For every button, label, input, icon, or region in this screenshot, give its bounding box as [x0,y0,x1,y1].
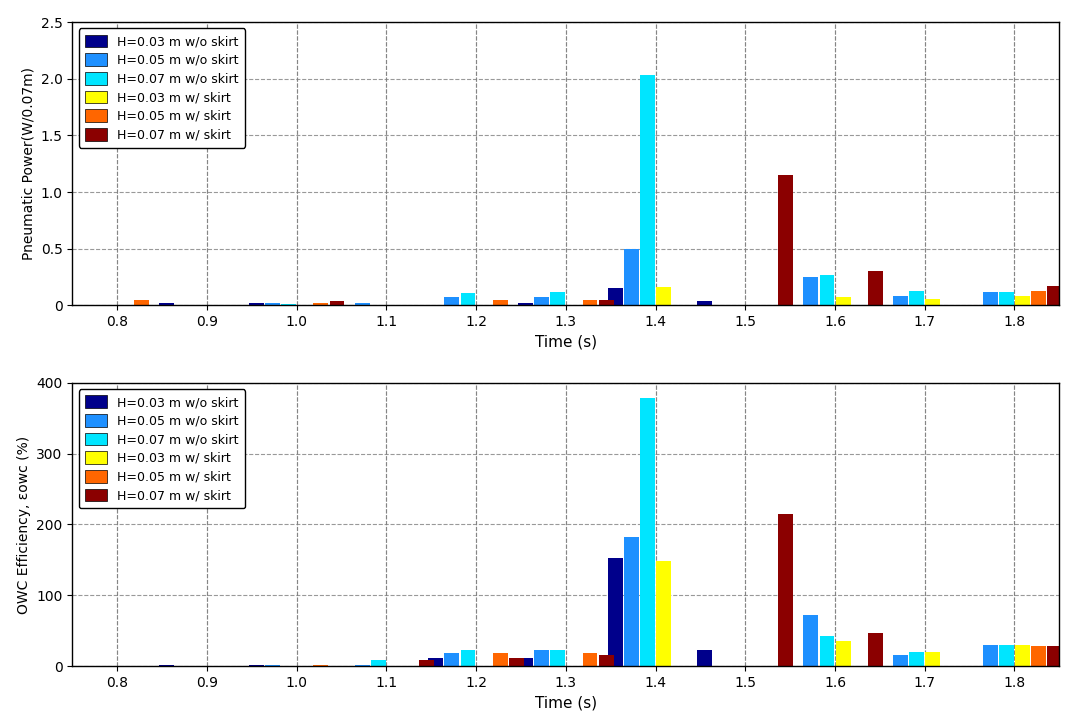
Bar [624,249,639,305]
Bar [982,645,997,666]
Bar [1015,297,1030,305]
Bar [493,300,508,305]
Bar [656,561,671,666]
Legend: H=0.03 m w/o skirt, H=0.05 m w/o skirt, H=0.07 m w/o skirt, H=0.03 m w/ skirt, H: H=0.03 m w/o skirt, H=0.05 m w/o skirt, … [79,28,245,148]
Bar [313,303,328,305]
Bar [999,292,1014,305]
Bar [249,303,264,305]
Bar [428,657,443,666]
Bar [1031,646,1046,666]
Bar [982,292,997,305]
Bar [355,664,369,666]
Bar [355,303,369,305]
Bar [836,297,850,305]
Bar [534,297,549,305]
Bar [265,664,280,666]
Y-axis label: OWC Efficiency, εowc (%): OWC Efficiency, εowc (%) [16,435,31,614]
Bar [1047,286,1062,305]
Bar [371,660,385,666]
Bar [329,301,344,305]
Bar [608,558,623,666]
Bar [836,641,850,666]
Bar [313,664,328,666]
Bar [697,651,712,666]
Bar [778,514,793,666]
Bar [640,398,655,666]
Bar [550,292,565,305]
Bar [1031,291,1046,305]
Bar [893,656,908,666]
Bar [909,652,924,666]
Bar [420,660,435,666]
Bar [909,291,924,305]
Bar [159,303,174,305]
Bar [820,275,834,305]
Bar [518,657,533,666]
Bar [493,654,508,666]
Bar [640,76,655,305]
Bar [893,297,908,305]
Bar [999,645,1014,666]
Bar [444,297,459,305]
Bar [582,300,597,305]
Bar [624,537,639,666]
Bar [550,651,565,666]
Bar [697,301,712,305]
Bar [820,636,834,666]
Bar [804,277,818,305]
Bar [925,299,940,305]
Bar [461,651,476,666]
Bar [159,664,174,666]
Bar [598,655,613,666]
Bar [461,293,476,305]
Bar [509,657,524,666]
Bar [444,654,459,666]
Bar [518,303,533,305]
Bar [265,303,280,305]
Bar [868,632,882,666]
Bar [656,287,671,305]
X-axis label: Time (s): Time (s) [535,695,597,710]
Bar [281,304,296,305]
Bar [249,664,264,666]
Bar [608,289,623,305]
Bar [925,652,940,666]
Bar [1015,645,1030,666]
Legend: H=0.03 m w/o skirt, H=0.05 m w/o skirt, H=0.07 m w/o skirt, H=0.03 m w/ skirt, H: H=0.03 m w/o skirt, H=0.05 m w/o skirt, … [79,389,245,508]
Bar [582,654,597,666]
Bar [598,300,613,305]
Y-axis label: Pneumatic Power(W/0.07m): Pneumatic Power(W/0.07m) [22,68,36,260]
Bar [778,175,793,305]
Bar [1047,646,1062,666]
X-axis label: Time (s): Time (s) [535,334,597,350]
Bar [868,271,882,305]
Bar [534,651,549,666]
Bar [134,300,148,305]
Bar [804,615,818,666]
